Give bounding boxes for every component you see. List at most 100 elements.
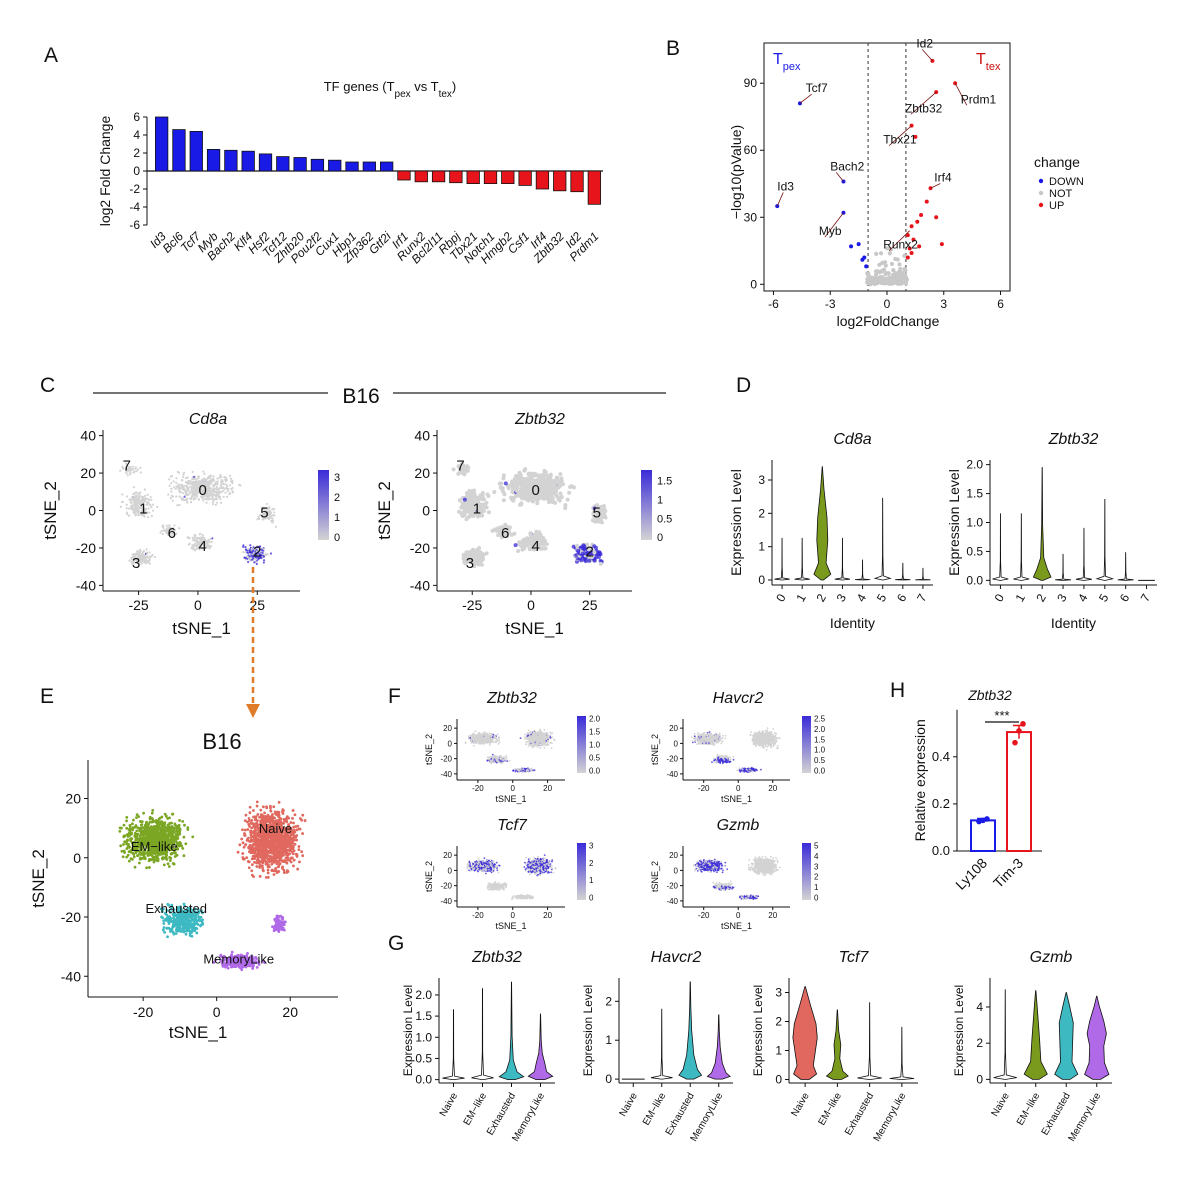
panel-c-cell-point: [212, 475, 215, 478]
panel-e-cell-point: [158, 816, 162, 820]
panel-b-point-not: [865, 271, 870, 276]
panel-c-cell-point: [244, 551, 247, 554]
panel-c-cell-point: [150, 515, 153, 518]
panel-e-cell-point: [271, 838, 275, 842]
panel-c-cell-point: [512, 495, 517, 500]
panel-c-cell-point: [135, 502, 138, 505]
panel-c-cell-point: [192, 491, 195, 494]
panel-c-cell-point: [170, 487, 173, 490]
panel-a-bar: [501, 170, 515, 184]
panel-c-ytick-label: 20: [80, 465, 96, 481]
panel-c-cell-point: [137, 492, 140, 495]
panel-c-cell-point: [257, 515, 260, 518]
panel-c-cell-point: [486, 510, 491, 515]
panel-e-cell-point: [273, 869, 276, 873]
panel-b-label-leader: [799, 93, 812, 104]
panel-c-cell-point: [201, 534, 204, 537]
panel-c-cell-point: [146, 516, 150, 519]
panel-e-cell-point: [278, 862, 282, 865]
panel-e-cell-point: [125, 819, 128, 823]
panel-c-cell-point: [460, 501, 465, 506]
panel-e-cell-point: [271, 813, 274, 816]
panel-e-cell-point: [300, 850, 304, 854]
panel-c-cell-point: [143, 494, 147, 497]
panel-c-cell-point: [141, 507, 145, 510]
panel-c-cell-point: [269, 552, 273, 555]
panel-c-cell-point: [149, 555, 152, 558]
panel-e-cell-point: [253, 849, 257, 852]
panel-letter-h: H: [890, 679, 905, 702]
panel-e-cell-point: [284, 817, 288, 821]
panel-c2-colorbar-label: 2: [334, 492, 340, 504]
panel-c-cell-point: [580, 551, 585, 556]
panel-e-cell-point: [163, 833, 167, 837]
panel-c-cell-point: [204, 483, 207, 486]
panel-c-cell-point: [143, 488, 146, 491]
panel-c-cell-point: [147, 507, 150, 510]
panel-e-cell-point: [250, 844, 254, 848]
panel-c-cell-point: [211, 502, 215, 506]
panel-c-cell-point: [571, 544, 576, 549]
panel-c-cell-point: [224, 480, 227, 483]
panel-e-cell-point: [173, 855, 177, 858]
panel-b-xlabel: log2FoldChange: [837, 313, 940, 329]
panel-c-cell-point: [171, 499, 174, 502]
panel-e-cell-point: [287, 837, 291, 841]
panel-e-cell-point: [247, 866, 251, 870]
panel-c-cell-point: [249, 544, 252, 547]
panel-b-point-up: [939, 242, 944, 247]
panel-c-cell-point: [207, 482, 211, 485]
panel-c-cell-point: [149, 504, 152, 507]
panel-c-cell-point: [177, 484, 180, 487]
panel-e-cell-point: [255, 804, 259, 808]
panel-e-cell-point: [269, 809, 273, 813]
panel-c-cell-point: [229, 492, 232, 495]
panel-b-gene-label: Irf4: [934, 171, 952, 185]
panel-e-cell-point: [143, 856, 147, 859]
panel-e-cell-point: [125, 842, 128, 846]
panel-b-legend-key: [1038, 178, 1044, 184]
panel-c-cell-point: [136, 497, 139, 500]
panel-c-cell-point: [542, 468, 547, 473]
panel-c-cell-point: [189, 485, 192, 488]
panel-b-point-not: [885, 279, 890, 284]
panel-c-cell-point: [125, 503, 128, 506]
panel-c-cell-point: [136, 468, 140, 471]
panel-c-cell-point: [471, 496, 476, 501]
panel-b-point-not: [883, 260, 888, 265]
panel-e-cell-point: [281, 860, 285, 863]
panel-b-volcano: Tpex Ttex −log10(pValue) log2FoldChange …: [728, 36, 1084, 329]
panel-c-cell-point: [470, 489, 475, 494]
panel-c-cell-point: [516, 548, 521, 553]
panel-c-cell-point: [125, 507, 128, 510]
panel-c-cell-point: [204, 493, 207, 496]
panel-c-cell-point: [119, 469, 122, 472]
panel-e-cell-point: [248, 811, 252, 815]
panel-c-cell-point: [144, 556, 147, 559]
panel-c-cell-point: [473, 552, 478, 557]
panel-c-cell-point: [484, 505, 489, 510]
panel-c-cell-point: [182, 498, 185, 501]
panel-e-cell-point: [119, 844, 123, 848]
panel-c-cell-point: [159, 531, 162, 534]
panel-b-xtick-label: 0: [884, 297, 891, 311]
panel-c-cell-point: [204, 497, 207, 500]
panel-c-cell-point: [516, 474, 521, 479]
panel-b-point-up: [905, 233, 910, 238]
panel-e-cell-point: [140, 820, 144, 824]
panel-b-point-not: [902, 253, 907, 258]
panel-b-legend-label: UP: [1049, 200, 1064, 212]
panel-b-point-not: [902, 266, 907, 272]
panel-c-cell-point: [486, 494, 491, 499]
panel-e-cell-point: [261, 858, 264, 861]
panel-c-cell-point: [207, 540, 210, 543]
panel-c-cell-point: [211, 492, 214, 496]
panel-c-cell-point: [209, 497, 213, 500]
panel-e-cell-point: [178, 841, 182, 844]
panel-c2-colorbar-label: 1: [334, 512, 340, 524]
panel-e-cell-point: [162, 863, 166, 867]
panel-b-point-not: [900, 270, 905, 275]
panel-e-cell-point: [164, 857, 167, 860]
panel-c-cell-point: [207, 498, 211, 501]
